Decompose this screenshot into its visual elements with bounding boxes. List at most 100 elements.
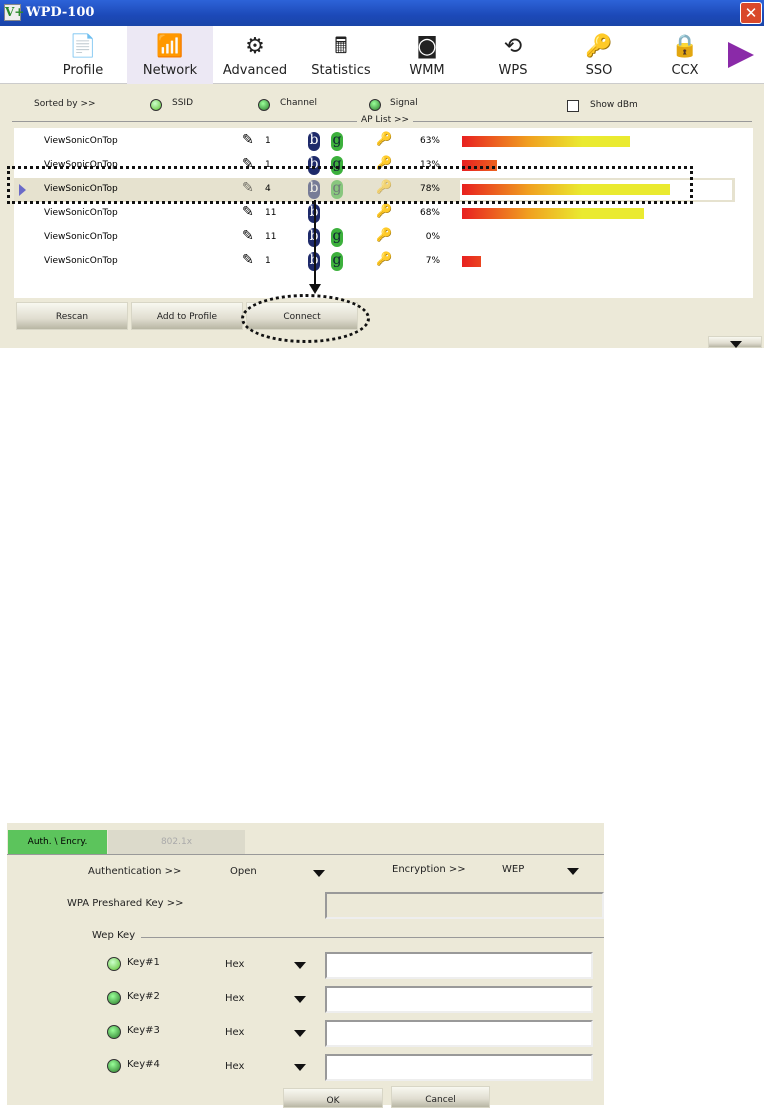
ap-list-row[interactable]: ViewSonicOnTop ✎ 1 b g 🔑 13%: [14, 154, 753, 178]
toolbar-tab-network[interactable]: 📶 Network: [127, 26, 213, 84]
ap-list-row[interactable]: ViewSonicOnTop✎1bg🔑7%: [14, 250, 753, 274]
key-2-radio[interactable]: [107, 991, 121, 1005]
gears-icon: ⚙: [245, 34, 265, 59]
annotation-arrow: [314, 200, 316, 286]
wep-key-label: Wep Key: [92, 930, 142, 941]
arrow-head-icon: [309, 284, 321, 294]
key-1-input[interactable]: [325, 952, 593, 979]
key-2-input[interactable]: [325, 986, 593, 1013]
key-label: Key#4: [127, 1059, 160, 1070]
tab-8021x[interactable]: 802.1x: [108, 830, 245, 854]
key-format-select[interactable]: Hex: [225, 1061, 245, 1072]
key-format-select[interactable]: Hex: [225, 1027, 245, 1038]
channel: 1: [265, 256, 271, 266]
toolbar: 📄 Profile 📶 Network ⚙ Advanced 🖩 Statistics ◙ WMM…: [0, 26, 764, 84]
key-format-dropdown-icon[interactable]: [294, 1064, 306, 1071]
infrastructure-icon: ✎: [242, 228, 254, 244]
signal-percent: 13%: [419, 160, 440, 170]
802-11g-icon: g: [331, 132, 343, 151]
ap-list-label: AP List >>: [356, 115, 414, 125]
key-format-dropdown-icon[interactable]: [294, 1030, 306, 1037]
encryption-select[interactable]: WEP: [502, 864, 525, 875]
ap-list-row[interactable]: ViewSonicOnTop✎11b🔑68%: [14, 202, 753, 226]
security-dialog: Auth. \ Encry. 802.1x Authentication >> …: [7, 823, 604, 1108]
key-4-radio[interactable]: [107, 1059, 121, 1073]
signal-bar: [462, 160, 497, 171]
toolbar-tab-label: WPS: [498, 63, 528, 78]
close-button[interactable]: ✕: [740, 2, 762, 24]
toolbar-tab-label: CCX: [671, 63, 699, 78]
sort-channel-radio[interactable]: [258, 99, 270, 111]
sorted-by-label: Sorted by >>: [34, 99, 96, 109]
signal-bar: [462, 256, 481, 267]
authentication-select[interactable]: Open: [230, 866, 257, 877]
authentication-dropdown-icon[interactable]: [313, 870, 325, 877]
channel: 11: [265, 232, 277, 242]
ssid: ViewSonicOnTop: [44, 256, 118, 266]
ccx-icon: 🔒: [671, 34, 699, 59]
802-11b-icon: b: [308, 180, 320, 199]
channel: 11: [265, 208, 277, 218]
encryption-key-icon: 🔑: [376, 132, 393, 147]
key-format-select[interactable]: Hex: [225, 993, 245, 1004]
qos-icon: ◙: [416, 34, 438, 59]
encryption-dropdown-icon[interactable]: [567, 868, 579, 875]
toolbar-tab-sso[interactable]: 🔑 SSO: [556, 26, 642, 84]
ssid: ViewSonicOnTop: [44, 208, 118, 218]
key-1-radio[interactable]: [107, 957, 121, 971]
calculator-icon: 🖩: [334, 34, 348, 59]
tab-auth-encry[interactable]: Auth. \ Encry.: [8, 830, 107, 854]
rescan-button[interactable]: Rescan: [16, 302, 128, 330]
802-11g-icon: g: [331, 180, 343, 199]
key-3-input[interactable]: [325, 1020, 593, 1047]
key-format-dropdown-icon[interactable]: [294, 996, 306, 1003]
signal-bar: [462, 136, 631, 147]
profile-icon: 📄: [69, 34, 97, 59]
chevron-down-icon: [730, 341, 742, 348]
ap-list-row[interactable]: ViewSonicOnTop ✎ 4 b g 🔑 78%: [14, 178, 735, 202]
toolbar-tab-label: Advanced: [222, 63, 288, 78]
channel: 1: [265, 136, 271, 146]
ok-button[interactable]: OK: [283, 1088, 383, 1108]
toolbar-tab-advanced[interactable]: ⚙ Advanced: [212, 26, 298, 84]
802-11b-icon: b: [308, 132, 320, 151]
toolbar-tab-label: WMM: [409, 63, 445, 78]
add-to-profile-button[interactable]: Add to Profile: [131, 302, 243, 330]
sort-signal-radio[interactable]: [369, 99, 381, 111]
key-4-input[interactable]: [325, 1054, 593, 1081]
key-format-dropdown-icon[interactable]: [294, 962, 306, 969]
ap-list[interactable]: ViewSonicOnTop ✎ 1 b g 🔑 63% ViewSonicOnTop ✎ 1 b g…: [14, 128, 753, 298]
show-dbm-checkbox[interactable]: [567, 100, 579, 112]
selection-highlight-annotation: [7, 166, 693, 204]
infrastructure-icon: ✎: [242, 204, 254, 220]
channel: 1: [265, 160, 271, 170]
ssid: ViewSonicOnTop: [44, 184, 118, 194]
authentication-label: Authentication >>: [88, 866, 182, 877]
wpa-key-input[interactable]: [325, 892, 604, 919]
signal-percent: 63%: [419, 136, 440, 146]
toolbar-tab-profile[interactable]: 📄 Profile: [40, 26, 126, 84]
expand-button[interactable]: [708, 336, 762, 348]
next-arrow-icon[interactable]: [728, 42, 754, 68]
ap-list-row[interactable]: ViewSonicOnTop ✎ 1 b g 🔑 63%: [14, 130, 753, 154]
key-format-select[interactable]: Hex: [225, 959, 245, 970]
toolbar-tab-ccx[interactable]: 🔒 CCX: [642, 26, 728, 84]
key-3-radio[interactable]: [107, 1025, 121, 1039]
key-label: Key#2: [127, 991, 160, 1002]
ap-list-row[interactable]: ViewSonicOnTop✎11bg🔑0%: [14, 226, 753, 250]
toolbar-tab-wmm[interactable]: ◙ WMM: [384, 26, 470, 84]
toolbar-tab-label: Profile: [62, 63, 104, 78]
channel: 4: [265, 184, 271, 194]
toolbar-tab-statistics[interactable]: 🖩 Statistics: [298, 26, 384, 84]
sort-ssid-label: SSID: [172, 98, 194, 108]
wpa-key-label: WPA Preshared Key >>: [67, 898, 184, 909]
router-icon: 📶: [156, 34, 184, 59]
show-dbm-label: Show dBm: [590, 100, 638, 110]
toolbar-tab-wps[interactable]: ⟲ WPS: [470, 26, 556, 84]
key-label: Key#1: [127, 957, 160, 968]
sort-ssid-radio[interactable]: [150, 99, 162, 111]
infrastructure-icon: ✎: [242, 132, 254, 148]
sort-signal-label: Signal: [390, 98, 418, 108]
ssid: ViewSonicOnTop: [44, 160, 118, 170]
wps-icon: ⟲: [503, 34, 523, 59]
